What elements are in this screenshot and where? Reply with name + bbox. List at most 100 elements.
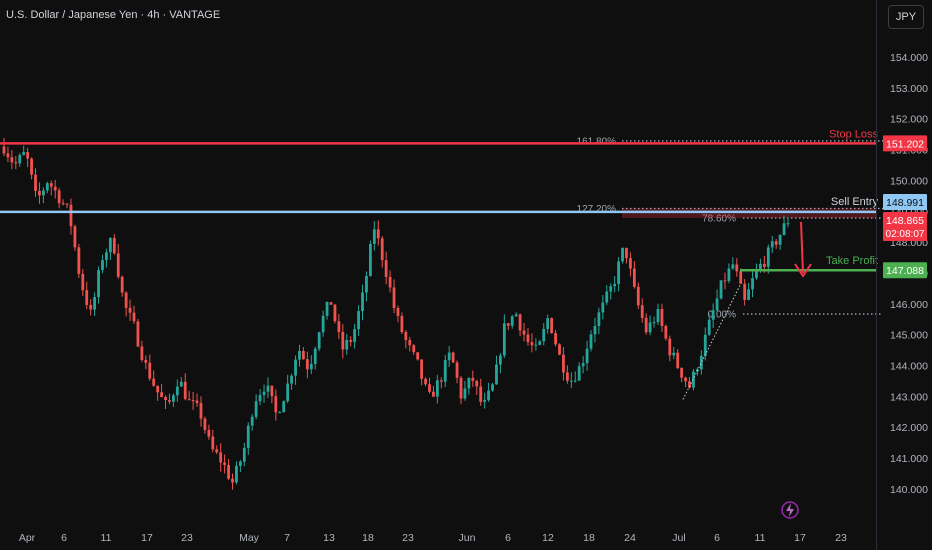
candle-body [743, 283, 747, 300]
fib-label: 0.00% [708, 309, 736, 320]
lightning-icon [786, 503, 794, 517]
candle-body [164, 397, 167, 401]
candle-body [250, 416, 254, 426]
candle-body [168, 400, 171, 402]
candle-body [502, 323, 506, 356]
candle-body [144, 359, 148, 363]
candle-body [10, 157, 14, 163]
candle-body [120, 276, 124, 293]
candle-body [546, 318, 550, 329]
countdown-tag: 02:08:07 [886, 229, 925, 240]
candle-body [258, 395, 262, 402]
candle-body [735, 264, 739, 272]
candle-body [719, 280, 723, 299]
candle-body [132, 312, 136, 322]
candle-body [179, 381, 183, 387]
candle-body [187, 399, 191, 401]
candle-body [112, 238, 116, 254]
candle-body [451, 352, 455, 363]
candle-body [640, 305, 644, 318]
candle-body [534, 344, 538, 346]
candle-body [491, 384, 494, 391]
x-tick-label: 23 [181, 532, 193, 544]
candle-body [41, 190, 45, 196]
candle-body [601, 302, 605, 313]
candle-body [227, 464, 230, 479]
candle-body [625, 247, 628, 259]
candle-body [337, 321, 341, 333]
candle-body [715, 298, 719, 311]
y-tick-label: 140.000 [890, 484, 928, 496]
candle-body [73, 226, 77, 248]
candle-body [380, 238, 384, 261]
candle-body [116, 253, 120, 277]
x-tick-label: 18 [583, 532, 595, 544]
y-tick-label: 144.000 [890, 361, 928, 373]
candle-body [65, 203, 69, 205]
candle-body [321, 315, 325, 333]
candle-body [435, 380, 439, 397]
x-tick-label: 17 [794, 532, 806, 544]
candle-body [18, 155, 22, 164]
candle-body [392, 287, 396, 309]
candle-body [235, 465, 238, 483]
candle-body [597, 312, 601, 327]
candle-body [160, 392, 163, 398]
candle-body [93, 297, 97, 310]
candle-body [432, 391, 435, 397]
channel-line [682, 285, 741, 400]
candle-body [34, 174, 37, 191]
candle-body [175, 386, 179, 396]
candle-body [124, 292, 128, 308]
candle-body [424, 378, 427, 385]
candle-body [286, 383, 290, 402]
candle-body [593, 326, 597, 335]
candle-body [506, 323, 510, 326]
candle-body [467, 377, 471, 389]
candle-body [45, 183, 49, 191]
candle-body [774, 241, 778, 245]
x-tick-label: 11 [755, 532, 766, 544]
candle-body [447, 352, 451, 361]
candle-body [589, 334, 593, 349]
currency-button[interactable]: JPY [888, 5, 924, 29]
candle-body [2, 146, 6, 154]
x-tick-label: 6 [505, 532, 511, 544]
candle-body [463, 388, 467, 399]
candle-body [711, 310, 715, 320]
current-price-tag: 148.865 [886, 215, 924, 227]
candle-body [14, 162, 18, 164]
candle-body [727, 268, 731, 281]
candle-body [455, 362, 459, 378]
candle-body [140, 346, 144, 360]
candle-body [577, 366, 581, 381]
candle-body [266, 385, 270, 392]
candle-body [581, 363, 585, 367]
candle-body [554, 333, 557, 345]
candle-body [479, 386, 483, 402]
candle-body [770, 241, 774, 248]
candle-body [443, 360, 447, 382]
candle-body [585, 348, 589, 364]
candle-body [499, 355, 502, 365]
candle-body [487, 390, 490, 401]
price-axis-divider [876, 0, 877, 550]
candle-body [270, 385, 274, 397]
candle-body [294, 359, 297, 376]
candle-body [558, 344, 561, 355]
candle-body [6, 153, 10, 158]
candle-body [609, 286, 613, 292]
candle-body [81, 273, 85, 291]
y-tick-label: 150.000 [890, 175, 928, 187]
candle-body [652, 322, 656, 324]
candle-body [759, 263, 762, 269]
candle-body [396, 308, 400, 316]
candle-body [782, 223, 786, 235]
candle-body [199, 402, 203, 419]
candle-body [372, 229, 376, 244]
candle-body [388, 276, 392, 288]
x-tick-label: Jun [459, 532, 476, 544]
candle-body [148, 362, 152, 379]
candle-body [305, 359, 309, 370]
